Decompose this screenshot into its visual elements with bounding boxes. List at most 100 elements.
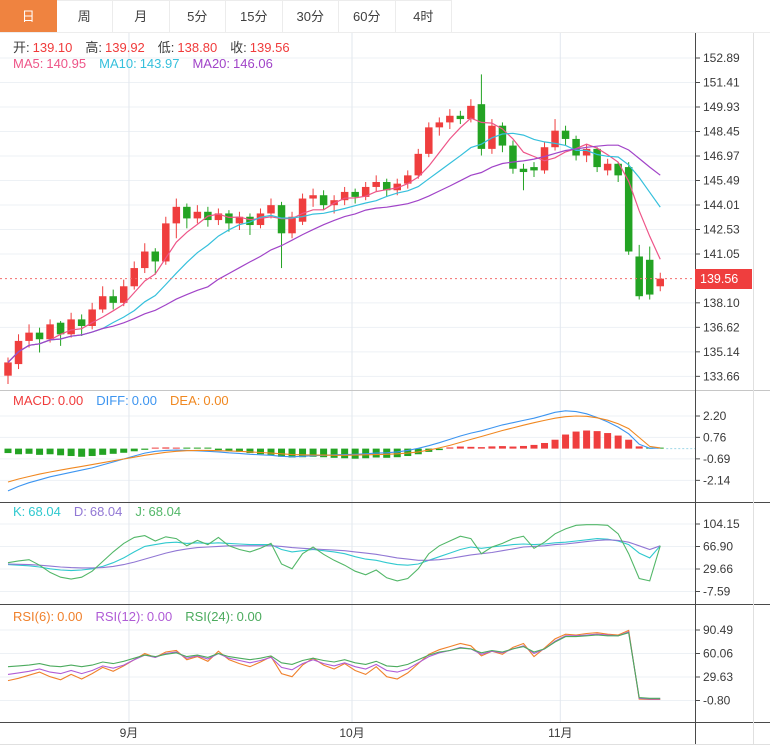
- macd-bar: [109, 448, 117, 454]
- rsi-axis-label: -0.80: [703, 694, 731, 708]
- candle-body: [130, 268, 138, 287]
- candle-body: [624, 167, 633, 252]
- macd-bar: [225, 448, 233, 451]
- candle-body: [477, 104, 486, 149]
- candle-body: [372, 181, 380, 187]
- candle-body: [446, 115, 454, 123]
- kdj-k-readout: K: 68.04: [13, 504, 61, 519]
- kdj-d-readout: D: 68.04: [73, 504, 123, 519]
- macd-bar: [456, 446, 464, 449]
- macd-bar: [393, 448, 401, 458]
- candle-body: [645, 259, 654, 295]
- macd-bar: [404, 448, 412, 457]
- macd-bar: [78, 448, 86, 457]
- macd-bar: [320, 448, 328, 458]
- main-axis-label: 152.89: [703, 51, 740, 65]
- macd-axis-label: -2.14: [703, 473, 731, 487]
- tab-30min[interactable]: 30分: [282, 0, 339, 32]
- candle-body: [614, 163, 622, 176]
- macd-bar: [246, 448, 254, 454]
- macd-axis-label: 2.20: [703, 409, 727, 423]
- macd-bar: [67, 448, 75, 457]
- candle-body: [656, 278, 664, 287]
- macd-axis-label: -0.69: [703, 452, 731, 466]
- kdj-j-readout: J: 68.04: [135, 504, 182, 519]
- candle-body: [498, 125, 507, 146]
- candle-body: [382, 181, 391, 191]
- candle-body: [425, 127, 433, 154]
- macd-bar: [635, 446, 643, 449]
- candle-body: [4, 362, 12, 376]
- macd-bar: [604, 433, 612, 449]
- candle-body: [183, 206, 191, 219]
- rsi-axis-label: 60.06: [703, 647, 733, 661]
- macd-bar: [214, 448, 222, 451]
- candle-body: [56, 322, 65, 335]
- macd-bar: [4, 448, 12, 454]
- candle-body: [540, 147, 549, 171]
- rsi12-line: [7, 631, 661, 700]
- rsi-axis-label: 29.63: [703, 670, 733, 684]
- rsi-axis-label: 90.49: [703, 623, 733, 637]
- macd-bar: [467, 446, 475, 449]
- main-axis-label: 136.62: [703, 320, 740, 334]
- candle-body: [467, 105, 475, 120]
- macd-bar: [162, 447, 170, 449]
- candle-body: [67, 319, 75, 335]
- macd-bar: [625, 439, 633, 449]
- candle-body: [572, 138, 580, 156]
- candle-body: [551, 130, 559, 148]
- rsi-rsi24-readout: RSI(24): 0.00: [185, 609, 262, 624]
- candle-body: [119, 286, 128, 303]
- macd-bar: [614, 435, 622, 449]
- macd-bar: [330, 448, 338, 458]
- macd-bar: [541, 442, 549, 449]
- candle-body: [98, 296, 107, 310]
- macd-bar: [509, 446, 517, 449]
- interval-tabbar: 日周月 5分 15分 30分 60分 4时: [0, 0, 770, 33]
- rsi24-line: [7, 631, 661, 699]
- macd-macd-readout: MACD: 0.00: [13, 393, 84, 408]
- ma10-line: [7, 132, 661, 363]
- macd-bar: [288, 448, 296, 458]
- macd-bar: [309, 448, 317, 457]
- candle-body: [172, 206, 181, 224]
- macd-bar: [488, 446, 496, 449]
- candle-body: [361, 186, 370, 197]
- ohlc-high-readout: 高: 139.92: [85, 40, 145, 55]
- tab-week[interactable]: 周: [56, 0, 113, 32]
- candle-body: [225, 213, 233, 224]
- main-axis-label: 145.49: [703, 173, 740, 187]
- macd-bar: [172, 447, 180, 449]
- main-axis-label: 141.05: [703, 247, 740, 261]
- candle-body: [593, 148, 601, 168]
- candle-body: [298, 198, 307, 222]
- candle-body: [414, 153, 423, 176]
- candle-body: [246, 216, 254, 226]
- rsi-readout: RSI(6): 0.00 RSI(12): 0.00 RSI(24): 0.00: [13, 609, 275, 624]
- candle-body: [603, 163, 612, 171]
- candle-body: [309, 195, 317, 199]
- tab-60min[interactable]: 60分: [339, 0, 396, 32]
- kdj-axis-label: -7.59: [703, 584, 731, 598]
- candle-body: [88, 309, 96, 327]
- candle-body: [235, 216, 244, 224]
- tab-5min[interactable]: 5分: [169, 0, 226, 32]
- candle-body: [435, 122, 444, 128]
- tab-15min[interactable]: 15分: [226, 0, 283, 32]
- tab-month[interactable]: 月: [113, 0, 170, 32]
- candle-body: [35, 332, 44, 340]
- main-ma-readout: MA5: 140.95 MA10: 143.97 MA20: 146.06: [13, 56, 286, 71]
- kdj-axis-label: 104.15: [703, 517, 740, 531]
- macd-bar: [120, 448, 128, 453]
- macd-bar: [57, 448, 65, 456]
- tab-day[interactable]: 日: [0, 0, 57, 32]
- tab-4hour[interactable]: 4时: [395, 0, 452, 32]
- j-line: [7, 524, 661, 582]
- main-axis-label: 135.14: [703, 345, 740, 359]
- candle-body: [141, 251, 149, 269]
- main-axis-label: 138.10: [703, 296, 740, 310]
- dea-line: [7, 415, 661, 483]
